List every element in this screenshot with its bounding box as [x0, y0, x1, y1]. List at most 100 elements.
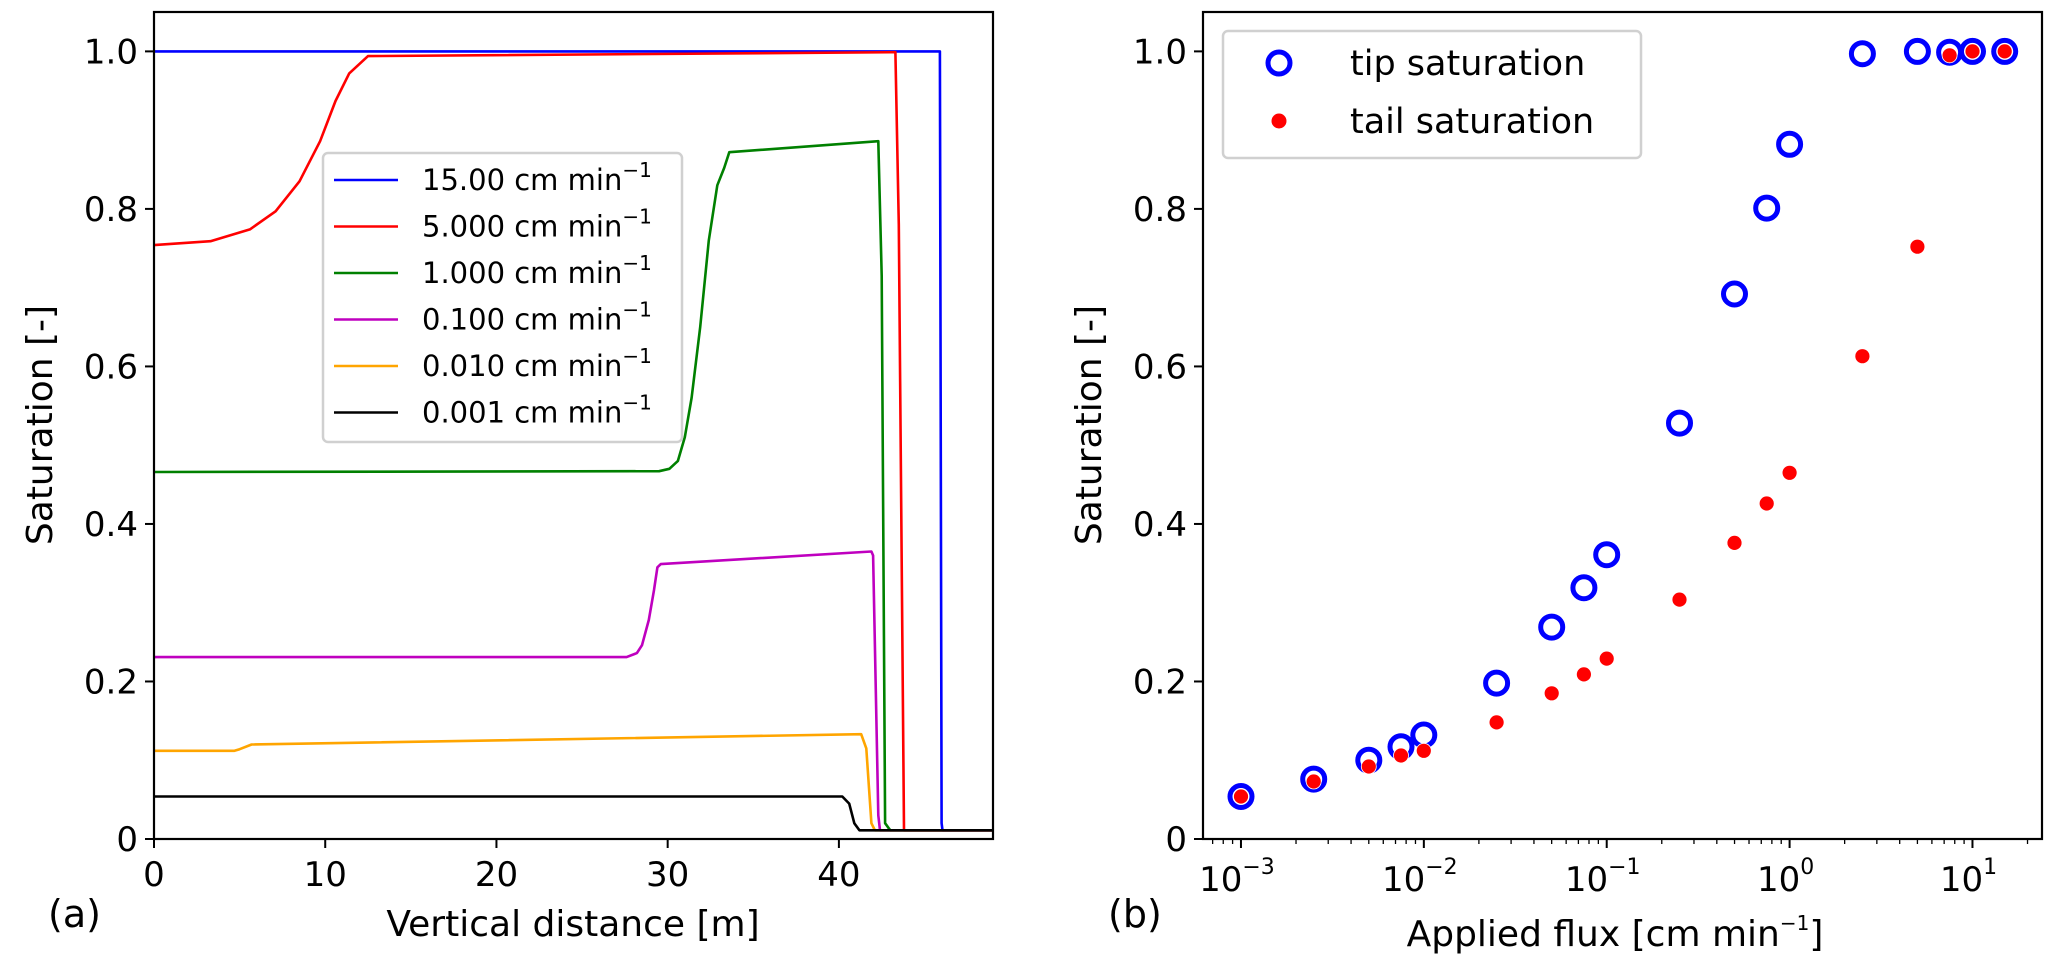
panel-a-vertical-distance-plot: 0 10 20 30 40 0 0.2 0.4 0.6 0.8 1.0 Vertical dist…	[20, 10, 995, 945]
legend-filled-dot-marker	[1271, 113, 1287, 129]
panel-b-x-axis-label: Applied flux [cm min−1]	[1407, 911, 1824, 955]
tip-saturation-point	[1483, 669, 1511, 697]
y-tick-label: 0.8	[84, 190, 138, 230]
x-tick-base: 10	[1940, 860, 1983, 900]
tail-saturation-point	[1781, 464, 1798, 481]
panel-b-plot-area	[1227, 37, 2019, 810]
legend-label-text: 0.010 cm min	[422, 349, 622, 383]
legend-label-sup: −1	[622, 205, 651, 229]
panel-b-x-axis-label-sup: −1	[1780, 911, 1809, 935]
legend-label-sup: −1	[622, 158, 651, 182]
x-tick-label: 40	[817, 855, 860, 895]
tip-saturation-point	[1666, 409, 1693, 437]
x-tick-base: 10	[1565, 860, 1608, 900]
tail-saturation-point	[1726, 535, 1743, 551]
y-tick-label: 1.0	[84, 32, 138, 72]
x-tick-label: 0	[143, 855, 165, 895]
x-tick-label: 10−2	[1382, 855, 1458, 900]
panel-a-y-axis-label: Saturation [-]	[20, 305, 61, 545]
legend-label: 0.010 cm min−1	[422, 344, 652, 383]
x-tick-label: 30	[646, 855, 689, 895]
x-tick-base: 10	[1757, 860, 1800, 900]
panel-a-x-ticks: 0 10 20 30 40	[143, 839, 861, 895]
x-tick-label: 10−1	[1565, 855, 1641, 900]
series-line-1	[153, 50, 993, 832]
y-tick-label: 0	[116, 820, 138, 860]
y-tick-label: 0.6	[84, 347, 138, 387]
legend-label-text: 15.00 cm min	[422, 163, 622, 197]
legend-label-text: 0.001 cm min	[422, 396, 622, 430]
panel-b-applied-flux-plot: 10−3 10−2 10−1 100 101 00.20.40.60.81.0 Appl…	[1069, 10, 2044, 955]
panel-a-plot-area	[153, 50, 993, 832]
legend-label: 15.00 cm min−1	[422, 158, 652, 197]
tip-saturation-point	[1721, 280, 1748, 308]
legend-label: 0.100 cm min−1	[422, 298, 652, 337]
panel-a-label: (a)	[48, 892, 101, 936]
y-tick-label: 0.6	[1133, 347, 1187, 387]
tail-saturation-point	[1576, 666, 1592, 683]
legend-label-text: 0.100 cm min	[422, 303, 622, 337]
legend-open-circle-marker	[1265, 49, 1293, 77]
tail-saturation-point	[1233, 788, 1249, 805]
tail-saturation-point	[1909, 238, 1926, 255]
tail-saturation-point	[1415, 742, 1432, 759]
series-line-2	[153, 139, 993, 832]
tip-saturation-point	[1903, 37, 1931, 65]
tip-saturation-point	[1959, 37, 1986, 65]
legend-label-text: 1.000 cm min	[422, 256, 622, 290]
panel-b-axes-frame	[1201, 10, 2044, 841]
tail-saturation-point	[1941, 47, 1958, 64]
legend-label-sup: −1	[622, 391, 651, 415]
panel-a-legend-box	[321, 151, 684, 444]
y-tick-label: 0.4	[84, 505, 138, 545]
legend-entry-2: 1.000 cm min−1	[334, 251, 652, 290]
legend-label: tail saturation	[1350, 102, 1594, 142]
x-tick-label: 20	[475, 855, 518, 895]
series-line-4	[154, 732, 993, 832]
x-tick-label: 10−3	[1199, 855, 1275, 900]
panel-b-x-axis-label-end: ]	[1809, 914, 1823, 955]
tail-saturation-point	[1758, 495, 1775, 512]
legend-label-text: 5.000 cm min	[422, 210, 622, 244]
legend-entry-0: 15.00 cm min−1	[334, 158, 652, 197]
y-tick-label: 0	[1165, 820, 1187, 860]
y-tick-label: 0.8	[1133, 190, 1187, 230]
series-line-5	[154, 795, 993, 832]
panel-b-x-axis-label-main: Applied flux [cm min	[1407, 914, 1780, 955]
panel-b-legend: tip saturation tail saturation	[1221, 29, 1643, 160]
tip-saturation-point	[1991, 37, 2019, 65]
legend-label-sup: −1	[622, 298, 651, 322]
legend-label: 1.000 cm min−1	[422, 251, 652, 290]
legend-label: tip saturation	[1350, 44, 1585, 84]
tail-saturation-point	[1360, 758, 1377, 775]
x-tick-exponent: −2	[1425, 855, 1457, 880]
x-tick-base: 10	[1199, 860, 1242, 900]
legend-entry-tail: tail saturation	[1271, 102, 1594, 142]
x-tick-exponent: 1	[1983, 855, 1997, 880]
panel-a-x-axis-label: Vertical distance [m]	[386, 904, 759, 945]
tip-saturation-point	[1410, 721, 1438, 749]
x-tick-label: 10	[304, 855, 347, 895]
tip-saturation-point	[1848, 40, 1876, 68]
x-tick-label: 101	[1940, 855, 1997, 900]
panel-a-y-ticks: 0 0.2 0.4 0.6 0.8 1.0	[84, 32, 154, 860]
tail-saturation-point	[1854, 348, 1871, 365]
y-tick-label: 0.4	[1133, 505, 1187, 545]
tip-saturation-point	[1753, 194, 1781, 222]
y-tick-label: 0.2	[84, 662, 138, 702]
x-tick-base: 10	[1382, 860, 1425, 900]
panel-b-y-axis-label: Saturation [-]	[1069, 305, 1110, 545]
legend-label-sup: −1	[622, 344, 651, 368]
legend-label: 5.000 cm min−1	[422, 205, 652, 244]
legend-label: 0.001 cm min−1	[422, 391, 652, 430]
legend-entry-4: 0.010 cm min−1	[334, 344, 652, 383]
tail-saturation-point	[1964, 43, 1981, 60]
legend-label-sup: −1	[622, 251, 651, 275]
x-tick-exponent: −1	[1608, 855, 1640, 880]
series-line-3	[154, 550, 993, 832]
x-tick-exponent: 0	[1800, 855, 1814, 880]
x-tick-label: 100	[1757, 855, 1814, 900]
panel-b-x-ticks: 10−3 10−2 10−1 100 101	[1199, 839, 2029, 900]
legend-entry-5: 0.001 cm min−1	[334, 391, 652, 430]
